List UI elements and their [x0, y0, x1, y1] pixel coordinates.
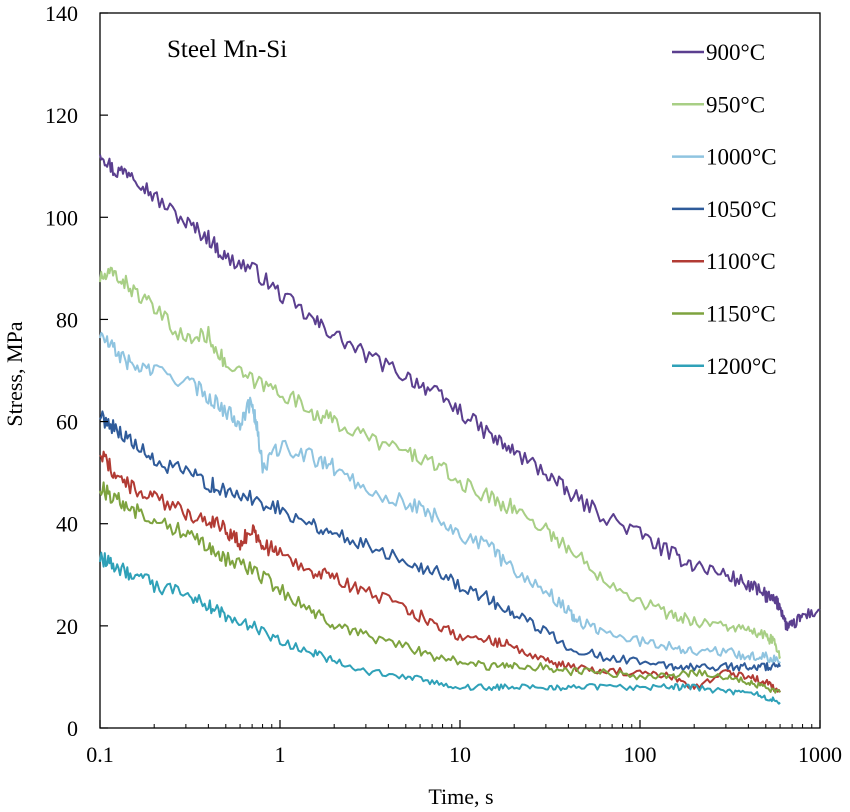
y-tick-label: 100	[45, 205, 78, 230]
y-axis-title: Stress, MPa	[2, 321, 27, 426]
series-line-1050c	[99, 410, 782, 672]
chart-annotation: Steel Mn-Si	[167, 36, 287, 63]
x-tick-label: 0.1	[86, 742, 114, 767]
y-tick-label: 20	[56, 614, 78, 639]
x-tick-label: 10	[449, 742, 471, 767]
legend-label: 900°C	[706, 40, 765, 65]
series-line-900c	[99, 154, 821, 632]
series-line-1150c	[99, 481, 781, 694]
legend-label: 1150°C	[706, 302, 776, 327]
y-tick-label: 120	[45, 103, 78, 128]
legend-label: 1050°C	[706, 197, 777, 222]
legend-label: 1100°C	[706, 249, 776, 274]
legend-label: 1000°C	[706, 145, 777, 170]
legend-label: 1200°C	[706, 354, 777, 379]
x-tick-label: 1000	[798, 742, 842, 767]
y-tick-label: 80	[56, 307, 78, 332]
x-tick-label: 1	[275, 742, 286, 767]
y-tick-label: 60	[56, 410, 78, 435]
series-line-950c	[99, 266, 782, 659]
y-tick-label: 0	[67, 716, 78, 741]
y-axis: 0 20 40 60 80 100 120 140	[45, 1, 108, 741]
legend: 900°C 950°C 1000°C 1050°C 1100°C 1150°C 1200°C	[672, 40, 777, 379]
series-layer	[99, 154, 821, 705]
y-tick-label: 40	[56, 512, 78, 537]
series-line-1100c	[99, 450, 781, 693]
x-axis-title: Time, s	[428, 784, 493, 809]
x-axis: 0.1 1 10 100 1000	[86, 720, 842, 767]
y-tick-label: 140	[45, 1, 78, 26]
series-line-1200c	[99, 551, 781, 705]
legend-label: 950°C	[706, 92, 765, 117]
series-line-1000c	[99, 331, 781, 665]
x-tick-label: 100	[624, 742, 657, 767]
